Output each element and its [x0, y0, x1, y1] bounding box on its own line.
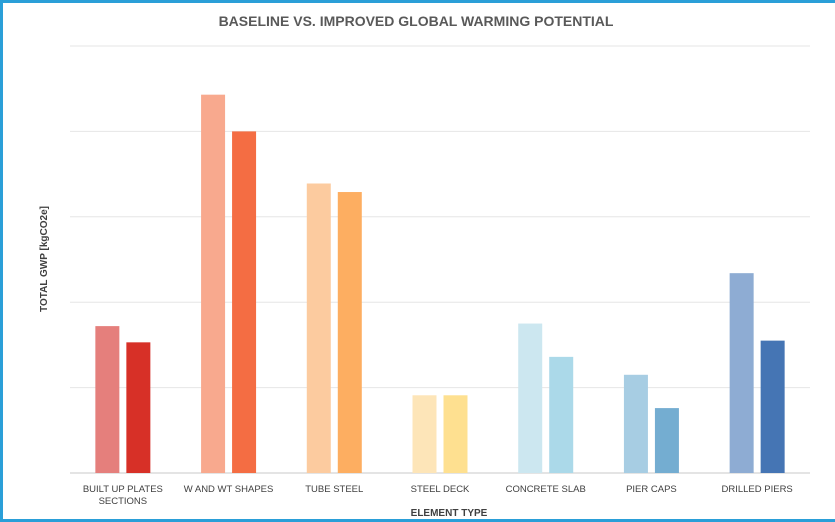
x-axis-title: ELEMENT TYPE — [411, 508, 488, 519]
bar — [518, 323, 543, 473]
y-axis-title: TOTAL GWP [kgCO2e] — [39, 206, 50, 312]
bar — [654, 408, 679, 473]
bar — [549, 356, 574, 473]
x-tick-label: W AND WT SHAPES — [184, 484, 274, 495]
x-tick-labels: BUILT UP PLATES SECTIONS W AND WT SHAPES TU… — [83, 484, 793, 507]
bar — [443, 395, 468, 473]
bar — [201, 94, 226, 473]
bar — [95, 326, 120, 473]
bar — [126, 342, 151, 473]
bar — [232, 131, 257, 473]
x-tick-label: DRILLED PIERS — [722, 484, 793, 495]
x-tick-label: PIER CAPS — [626, 484, 677, 495]
x-tick-label: BUILT UP PLATES SECTIONS — [83, 484, 163, 507]
bar — [306, 183, 331, 473]
bars — [95, 94, 785, 473]
bar — [412, 395, 437, 473]
bar — [337, 192, 362, 473]
bar — [760, 340, 785, 473]
x-tick-label: CONCRETE SLAB — [506, 484, 586, 495]
bar — [623, 374, 648, 473]
x-tick-label: STEEL DECK — [411, 484, 470, 495]
chart-title: BASELINE VS. IMPROVED GLOBAL WARMING POT… — [219, 13, 614, 29]
bar — [729, 273, 754, 473]
x-tick-label: TUBE STEEL — [305, 484, 363, 495]
chart: BUILT UP PLATES SECTIONS W AND WT SHAPES TU… — [39, 13, 810, 519]
grid — [70, 45, 810, 474]
